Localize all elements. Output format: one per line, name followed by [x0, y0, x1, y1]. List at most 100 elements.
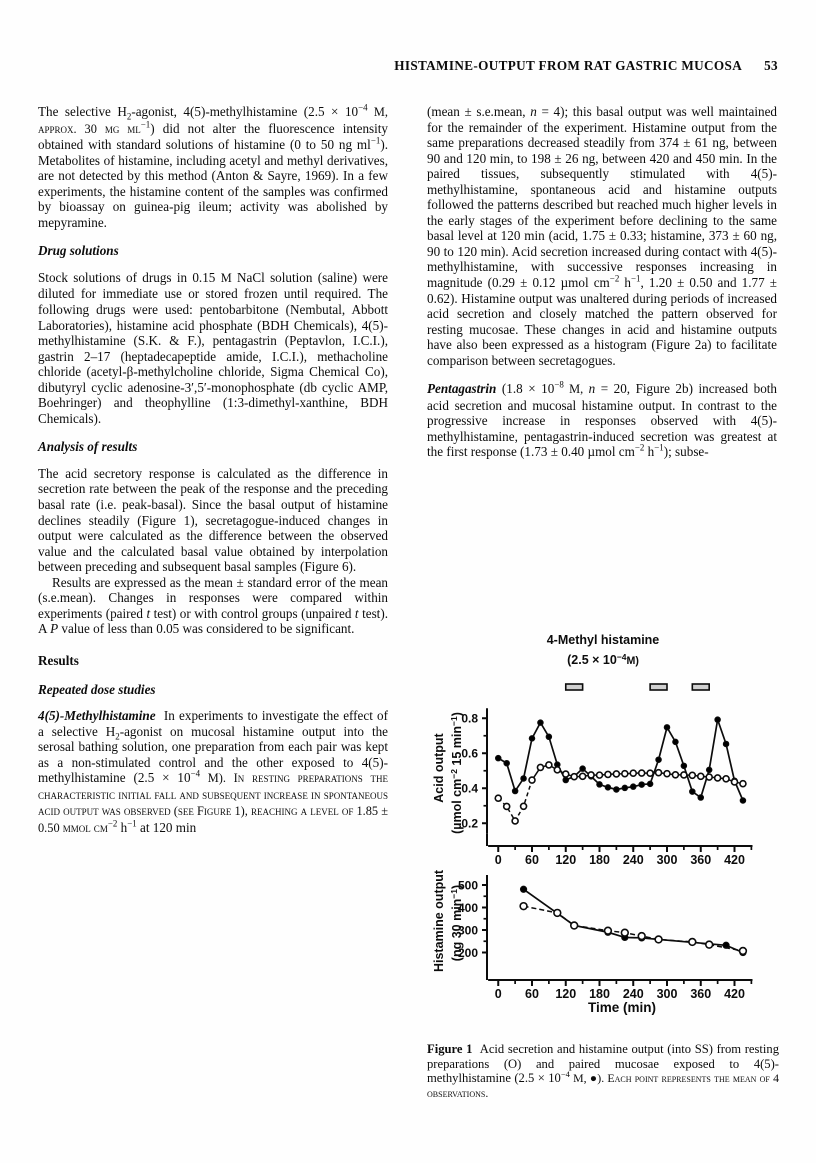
data-point-open — [629, 769, 638, 777]
data-point-open — [722, 775, 730, 783]
x-tick-label: 360 — [690, 853, 711, 867]
data-point-filled — [680, 762, 688, 770]
x-tick-label: 60 — [525, 853, 539, 867]
left-column: The selective H2-agonist, 4(5)-methylhis… — [38, 103, 389, 836]
data-point-filled — [494, 754, 502, 762]
runin-heading-methylhistamine: 4(5)-Methylhistamine — [38, 708, 156, 724]
data-point-open — [713, 774, 722, 782]
paragraph-acid-secretory-response: The acid secretory response is calculate… — [38, 465, 388, 575]
data-point-open — [620, 928, 630, 937]
x-tick-label: 420 — [724, 853, 745, 867]
x-tick-label: 180 — [589, 987, 610, 1001]
data-point-filled — [739, 797, 747, 804]
x-tick-label: 240 — [623, 987, 644, 1001]
paragraph-statistics: Results are expressed as the mean ± stan… — [38, 574, 388, 637]
x-tick-label: 120 — [555, 853, 576, 867]
data-point-open — [536, 763, 545, 772]
series-line — [523, 905, 744, 952]
treatment-bar — [564, 683, 584, 691]
data-point-open — [705, 773, 713, 781]
data-point-filled — [613, 786, 620, 793]
data-point-open — [595, 771, 604, 779]
data-point-open — [730, 778, 739, 786]
data-point-filled — [520, 775, 527, 782]
y-tick-label: 400 — [458, 901, 478, 915]
data-point-open — [739, 779, 747, 788]
data-point-filled — [655, 756, 662, 763]
treatment-bar — [649, 683, 668, 691]
figure-1-plot-area: 0.2 0.4 0.6 0.8 0 60 120 180 240 300 360 420 200 300 4… — [427, 628, 779, 1040]
series-line — [497, 719, 744, 801]
data-point-filled — [722, 740, 730, 748]
data-point-filled — [638, 781, 645, 788]
data-point-open — [561, 770, 570, 778]
data-point-filled — [562, 776, 570, 784]
data-point-filled — [672, 738, 679, 746]
data-point-filled — [714, 716, 721, 723]
panel-b-y-axis-units: (ng 30 min−1) — [449, 885, 464, 961]
data-point-open — [696, 772, 705, 781]
series-line — [497, 779, 533, 823]
data-point-open — [570, 772, 578, 781]
paragraph-drug-solutions: Stock solutions of drugs in 0.15 M NaCl … — [38, 269, 388, 426]
data-point-open — [637, 769, 646, 777]
y-tick-label: 0.4 — [461, 782, 478, 796]
data-point-filled — [503, 759, 510, 767]
data-point-open — [637, 931, 646, 941]
y-tick-label: 500 — [458, 878, 478, 892]
panel-b-y-axis-title: Histamine output — [432, 869, 446, 972]
y-tick-label: 300 — [458, 923, 478, 937]
data-point-filled — [528, 735, 536, 742]
heading-repeated-dose-studies: Repeated dose studies — [38, 681, 156, 697]
data-point-open — [511, 817, 519, 825]
x-tick-label: 0 — [495, 853, 502, 867]
data-point-open — [494, 794, 503, 803]
data-point-open — [569, 921, 579, 930]
data-point-filled — [519, 885, 528, 893]
x-tick-label: 360 — [690, 987, 711, 1001]
data-point-open — [663, 769, 671, 778]
treatment-label-line1: 4-Methyl histamine — [547, 633, 660, 647]
x-tick-label: 300 — [657, 987, 678, 1001]
data-point-open — [654, 935, 663, 944]
figure-1-svg: 0.2 0.4 0.6 0.8 0 60 120 180 240 300 360 420 200 300 4… — [432, 633, 753, 1015]
heading-drug-solutions: Drug solutions — [38, 243, 119, 259]
heading-analysis-of-results: Analysis of results — [38, 439, 138, 455]
data-point-open — [688, 771, 697, 780]
data-point-open — [671, 770, 680, 779]
y-tick-label: 0.2 — [461, 817, 478, 831]
chart-panel-b: 200 300 400 500 0 60 120 180 240 300 360 420 — [458, 875, 753, 1001]
treatment-label-line2: (2.5 × 10−4M) — [567, 652, 639, 667]
running-head-title: HISTAMINE-OUTPUT FROM RAT GASTRIC MUCOSA — [394, 58, 743, 73]
data-point-open — [553, 766, 562, 774]
data-point-filled — [621, 784, 629, 792]
x-axis-title: Time (min) — [588, 1000, 656, 1015]
running-head: HISTAMINE-OUTPUT FROM RAT GASTRIC MUCOSA… — [38, 58, 778, 74]
data-point-open — [603, 926, 613, 935]
x-tick-label: 420 — [724, 987, 745, 1001]
x-tick-label: 60 — [525, 987, 539, 1001]
panel-a-y-axis-units: (µmol cm−2 15 min−1) — [449, 712, 464, 834]
data-point-open — [688, 937, 697, 947]
data-point-open — [545, 761, 553, 769]
x-tick-label: 240 — [623, 853, 644, 867]
paragraph-methylhistamine: 4(5)-Methylhistamine In experiments to i… — [38, 708, 389, 835]
data-point-open — [519, 802, 528, 811]
data-point-filled — [604, 784, 612, 791]
y-tick-label: 0.8 — [461, 712, 478, 726]
data-point-open — [704, 940, 714, 949]
chart-panel-a: 0.2 0.4 0.6 0.8 0 60 120 180 240 300 360 420 — [461, 683, 753, 867]
data-point-filled — [697, 794, 705, 801]
data-point-filled — [663, 724, 671, 731]
figure-1-label: Figure 1 — [427, 1042, 473, 1056]
panel-a-y-axis-title: Acid output — [432, 732, 446, 802]
data-point-open — [604, 770, 612, 779]
data-point-open — [519, 901, 528, 911]
data-point-open — [502, 802, 511, 811]
x-tick-label: 300 — [657, 853, 678, 867]
data-point-filled — [629, 783, 637, 790]
figure-1: 0.2 0.4 0.6 0.8 0 60 120 180 240 300 360 420 200 300 4… — [427, 628, 779, 1040]
paragraph-pentagastrin: Pentagastrin (1.8 × 10−8 M, n = 20, Figu… — [427, 379, 777, 460]
data-point-filled — [579, 765, 586, 772]
